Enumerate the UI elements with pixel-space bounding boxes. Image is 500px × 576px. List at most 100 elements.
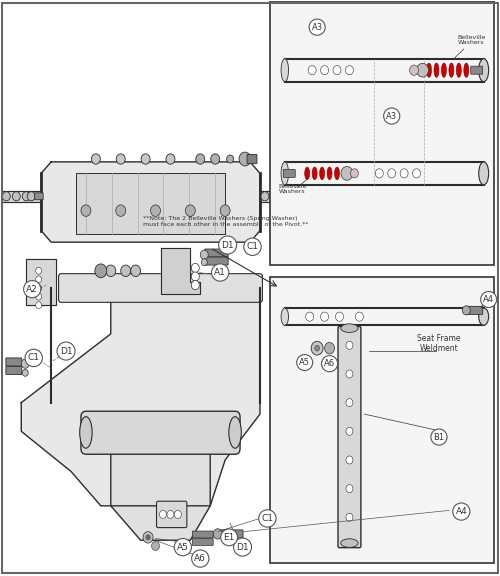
Text: A1: A1 (214, 268, 226, 277)
Circle shape (202, 259, 207, 266)
FancyBboxPatch shape (217, 530, 243, 538)
Circle shape (346, 513, 353, 521)
Ellipse shape (281, 162, 288, 185)
Circle shape (36, 293, 42, 300)
Circle shape (308, 66, 316, 75)
Circle shape (341, 166, 353, 180)
Circle shape (416, 63, 428, 77)
FancyBboxPatch shape (76, 173, 225, 233)
FancyBboxPatch shape (81, 411, 240, 454)
Circle shape (336, 312, 344, 321)
Circle shape (281, 192, 289, 201)
Text: **Note: The 2 Belleville Washers (Spring Washer)
must face each other in the ass: **Note: The 2 Belleville Washers (Spring… (143, 217, 308, 227)
Polygon shape (111, 437, 210, 540)
Ellipse shape (320, 167, 324, 180)
Circle shape (412, 169, 420, 178)
Circle shape (192, 272, 200, 281)
Circle shape (239, 152, 251, 166)
Circle shape (81, 205, 91, 217)
Polygon shape (260, 191, 300, 202)
Polygon shape (41, 162, 260, 242)
Circle shape (36, 276, 42, 283)
Circle shape (346, 456, 353, 464)
Text: E1: E1 (224, 533, 235, 542)
Circle shape (314, 346, 320, 351)
FancyBboxPatch shape (270, 276, 494, 563)
Circle shape (291, 192, 298, 201)
Circle shape (22, 359, 29, 368)
Circle shape (213, 529, 222, 539)
Circle shape (333, 66, 341, 75)
Text: C1: C1 (28, 354, 40, 362)
Circle shape (2, 192, 10, 201)
FancyBboxPatch shape (6, 366, 22, 374)
Circle shape (200, 250, 208, 259)
Circle shape (27, 192, 35, 201)
Circle shape (196, 154, 205, 164)
Circle shape (320, 312, 328, 321)
Circle shape (311, 342, 323, 355)
Text: Seat Frame
Weldment: Seat Frame Weldment (417, 334, 461, 353)
Circle shape (346, 342, 353, 349)
Circle shape (160, 510, 166, 518)
Circle shape (346, 484, 353, 492)
FancyBboxPatch shape (6, 358, 22, 366)
Ellipse shape (456, 63, 462, 77)
Circle shape (12, 192, 20, 201)
Ellipse shape (80, 416, 92, 448)
Circle shape (174, 510, 182, 518)
Circle shape (376, 169, 384, 178)
Ellipse shape (449, 63, 454, 77)
Circle shape (95, 264, 107, 278)
FancyBboxPatch shape (338, 327, 361, 548)
Circle shape (186, 205, 196, 217)
Text: D1: D1 (236, 543, 249, 552)
Ellipse shape (478, 59, 488, 82)
Text: A3: A3 (312, 22, 322, 32)
Ellipse shape (281, 308, 288, 325)
Circle shape (320, 66, 328, 75)
FancyBboxPatch shape (34, 193, 43, 200)
FancyBboxPatch shape (156, 501, 187, 528)
Ellipse shape (340, 539, 358, 547)
Circle shape (356, 312, 364, 321)
Text: A2: A2 (26, 285, 38, 294)
FancyBboxPatch shape (466, 306, 482, 314)
Circle shape (261, 192, 269, 201)
Circle shape (324, 343, 334, 354)
Text: C1: C1 (246, 242, 258, 251)
Circle shape (116, 205, 126, 217)
Circle shape (22, 369, 28, 376)
Circle shape (346, 399, 353, 407)
Text: Belleville
Washers: Belleville Washers (457, 35, 486, 46)
Circle shape (152, 541, 160, 551)
Ellipse shape (229, 416, 241, 448)
Circle shape (167, 510, 174, 518)
Circle shape (226, 155, 234, 163)
FancyBboxPatch shape (205, 249, 228, 257)
Ellipse shape (340, 324, 358, 332)
Text: A6: A6 (194, 554, 206, 563)
Text: A4: A4 (483, 295, 494, 304)
Circle shape (141, 154, 150, 164)
Text: D1: D1 (60, 347, 72, 355)
Ellipse shape (478, 162, 488, 185)
Ellipse shape (304, 167, 310, 180)
Ellipse shape (281, 59, 288, 82)
Circle shape (346, 66, 354, 75)
Circle shape (350, 169, 358, 178)
Text: B1: B1 (434, 433, 444, 442)
Circle shape (346, 427, 353, 435)
Circle shape (130, 265, 140, 276)
Circle shape (106, 265, 116, 276)
Polygon shape (22, 276, 260, 506)
FancyBboxPatch shape (58, 274, 262, 302)
Circle shape (116, 154, 125, 164)
Circle shape (36, 302, 42, 309)
Circle shape (210, 154, 220, 164)
FancyBboxPatch shape (192, 531, 213, 538)
FancyBboxPatch shape (192, 539, 213, 545)
Circle shape (146, 535, 150, 540)
Circle shape (22, 192, 30, 201)
Text: A4: A4 (456, 507, 467, 516)
